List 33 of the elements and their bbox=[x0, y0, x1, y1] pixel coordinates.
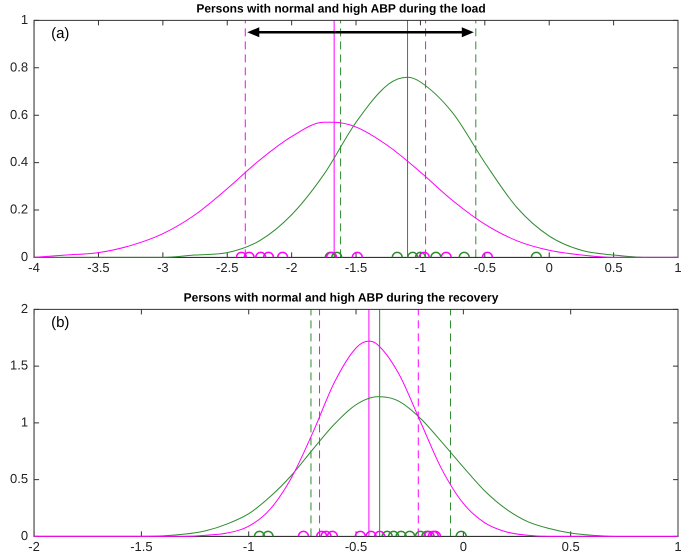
x-tick-label: -1 bbox=[414, 260, 426, 275]
x-tick-label: -3.5 bbox=[87, 260, 110, 275]
y-tick-label: 0.4 bbox=[10, 154, 28, 170]
y-tick-label: 1 bbox=[20, 12, 28, 27]
x-tick-label: -2 bbox=[286, 260, 298, 275]
x-tick-label: 1 bbox=[674, 538, 682, 554]
x-tick-label: -2 bbox=[28, 538, 40, 554]
x-tick-label: -2.5 bbox=[216, 260, 238, 275]
x-tick-label: 0.5 bbox=[604, 260, 623, 275]
x-tick-label: -0.5 bbox=[344, 538, 368, 554]
x-tick-label: -1.5 bbox=[344, 260, 368, 275]
chart-title: Persons with normal and high ABP during the recovery bbox=[184, 290, 499, 305]
x-tick-label: -4 bbox=[28, 260, 40, 275]
x-tick-label: -3 bbox=[157, 260, 169, 275]
annotation: (b) bbox=[51, 314, 70, 332]
x-tick-label: 1 bbox=[674, 260, 682, 275]
y-tick-label: 0.5 bbox=[10, 471, 28, 486]
x-tick-label: 0 bbox=[546, 260, 553, 275]
x-tick-label: -1 bbox=[242, 538, 254, 554]
x-tick-label: -0.5 bbox=[474, 260, 496, 275]
chart-title: Persons with normal and high ABP during the load bbox=[196, 2, 486, 16]
x-tick-label: 0 bbox=[460, 538, 467, 554]
y-tick-label: 0 bbox=[20, 528, 28, 543]
y-tick-label: 1.5 bbox=[10, 358, 28, 373]
y-tick-label: 0.6 bbox=[10, 106, 28, 122]
annotation: (a) bbox=[51, 25, 70, 42]
x-tick-label: 0.5 bbox=[562, 538, 580, 554]
y-tick-label: 0 bbox=[20, 248, 28, 264]
y-tick-label: 1 bbox=[20, 414, 28, 430]
y-tick-label: 0.2 bbox=[10, 202, 28, 217]
y-tick-label: 0.8 bbox=[10, 59, 28, 74]
y-tick-label: 2 bbox=[20, 300, 28, 316]
x-tick-label: -1.5 bbox=[130, 538, 153, 554]
